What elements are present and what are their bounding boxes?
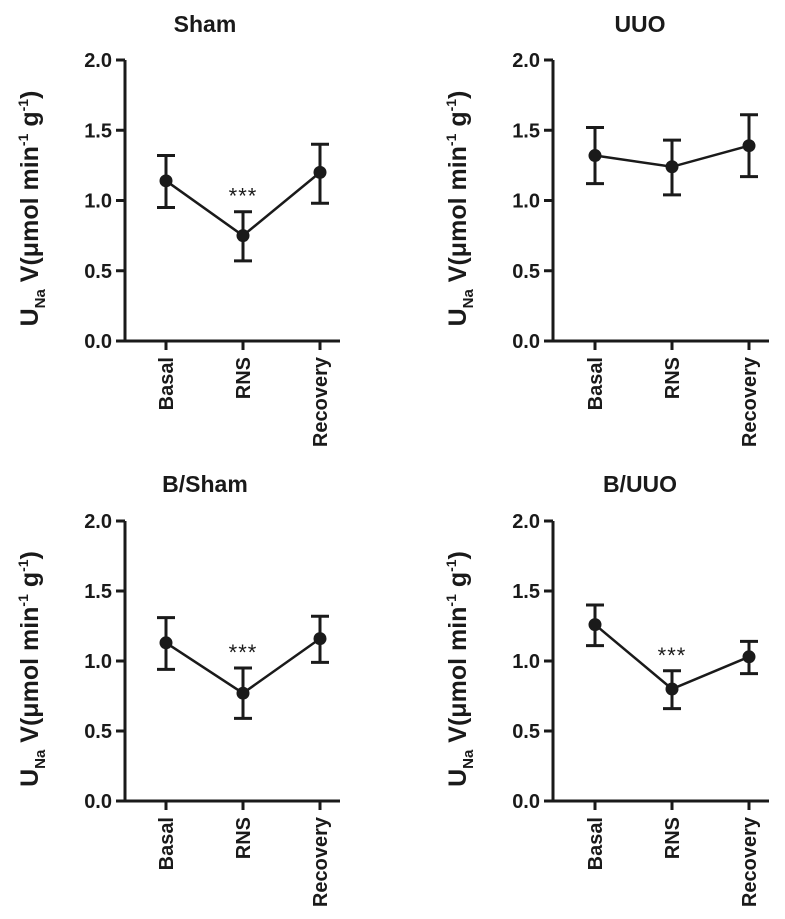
y-axis-label: UNa V(μmol min-1 g-1)	[15, 91, 49, 327]
y-axis-label-mu: μ	[16, 702, 44, 717]
y-axis-label-sub: Na	[32, 289, 49, 309]
significance-label: ***	[229, 640, 258, 665]
y-tick-label: 0.0	[512, 331, 540, 353]
y-tick-label: 1.0	[84, 651, 112, 673]
x-tick-label: Recovery	[310, 356, 332, 447]
y-axis-label-v: V(	[444, 257, 472, 290]
y-tick-label: 1.0	[512, 191, 540, 213]
y-tick-label: 0.0	[84, 331, 112, 353]
y-tick-label: 0.5	[84, 721, 112, 743]
data-point	[742, 139, 756, 153]
y-axis-label-sup1: -1	[443, 133, 459, 146]
data-point	[742, 650, 756, 664]
data-point	[588, 618, 602, 632]
y-axis-label-mol: mol min	[16, 146, 44, 242]
y-axis-label-close: )	[16, 91, 44, 99]
y-axis-label-mu: μ	[444, 702, 472, 717]
y-axis-label-mol: mol min	[444, 146, 472, 242]
x-tick-label: RNS	[233, 357, 255, 399]
y-tick-label: 1.5	[512, 581, 540, 603]
x-tick-label: Recovery	[739, 816, 761, 907]
y-axis-label-g: g	[444, 111, 472, 133]
y-axis-label-sup2: -1	[15, 559, 31, 572]
data-point	[665, 682, 679, 696]
y-axis-label-mol: mol min	[16, 607, 44, 703]
y-tick-label: 0.5	[512, 721, 540, 743]
y-tick-label: 2.0	[512, 511, 540, 533]
y-axis-label-main: U	[16, 769, 44, 787]
y-axis-label-v: V(	[16, 257, 44, 290]
y-tick-label: 1.0	[84, 191, 112, 213]
y-tick-label: 0.0	[84, 791, 112, 813]
x-tick-label: Basal	[156, 357, 178, 410]
x-tick-label: RNS	[233, 817, 255, 859]
y-axis-label-sup2: -1	[443, 99, 459, 112]
y-axis-label: UNa V(μmol min-1 g-1)	[443, 91, 477, 327]
y-tick-label: 1.5	[84, 581, 112, 603]
y-axis-label-close: )	[16, 551, 44, 559]
y-axis-label-g: g	[16, 111, 44, 133]
y-axis-label-v: V(	[16, 717, 44, 750]
chart-title: B/Sham	[162, 471, 248, 497]
y-axis-label-mu: μ	[444, 242, 472, 257]
y-axis-label: UNa V(μmol min-1 g-1)	[443, 551, 477, 787]
y-axis-label-sub: Na	[32, 749, 49, 769]
y-tick-label: 0.5	[84, 261, 112, 283]
y-axis-label-sup2: -1	[15, 99, 31, 112]
y-tick-label: 0.5	[512, 261, 540, 283]
y-tick-label: 1.5	[84, 120, 112, 142]
y-axis-label-main: U	[16, 308, 44, 326]
y-tick-label: 1.0	[512, 651, 540, 673]
y-axis-label-sup1: -1	[443, 594, 459, 607]
y-axis-label-g: g	[444, 572, 472, 594]
y-axis-label-mu: μ	[16, 242, 44, 257]
y-axis-label-main: U	[444, 769, 472, 787]
y-axis-label-sup1: -1	[15, 594, 31, 607]
chart-panel-0: Sham 0.0 0.5 1.0 1.5 2.0 Basal RNS Recovery UNa V…	[15, 11, 340, 447]
x-tick-label: Recovery	[310, 816, 332, 907]
y-axis-label-sub: Na	[460, 289, 477, 309]
y-axis-label-main: U	[444, 308, 472, 326]
chart-title: Sham	[174, 11, 237, 37]
chart-panel-2: B/Sham 0.0 0.5 1.0 1.5 2.0 Basal RNS Recovery UNa…	[15, 471, 340, 907]
chart-panel-3: B/UUO 0.0 0.5 1.0 1.5 2.0 Basal RNS Recovery UNa …	[443, 471, 769, 907]
x-tick-label: Basal	[585, 817, 607, 870]
data-point	[236, 229, 250, 243]
y-axis-label-mol: mol min	[444, 607, 472, 703]
y-axis-label-sup1: -1	[15, 133, 31, 146]
data-point	[665, 160, 679, 174]
y-axis-label-sup2: -1	[443, 559, 459, 572]
y-axis-label-v: V(	[444, 717, 472, 750]
data-point	[313, 632, 327, 646]
x-tick-label: RNS	[662, 357, 684, 399]
significance-label: ***	[229, 184, 258, 209]
y-tick-label: 2.0	[512, 50, 540, 72]
y-tick-label: 0.0	[512, 791, 540, 813]
data-point	[159, 174, 173, 188]
chart-title: B/UUO	[603, 471, 677, 497]
y-tick-label: 2.0	[84, 511, 112, 533]
data-point	[236, 686, 250, 700]
y-axis-label: UNa V(μmol min-1 g-1)	[15, 551, 49, 787]
chart-panel-1: UUO 0.0 0.5 1.0 1.5 2.0 Basal RNS Recovery UNa V(…	[443, 11, 769, 447]
y-tick-label: 2.0	[84, 50, 112, 72]
x-tick-label: Basal	[156, 817, 178, 870]
y-axis-label-g: g	[16, 572, 44, 594]
data-point	[588, 149, 602, 163]
y-axis-label-close: )	[444, 91, 472, 99]
chart-title: UUO	[614, 11, 665, 37]
y-tick-label: 1.5	[512, 120, 540, 142]
x-tick-label: RNS	[662, 817, 684, 859]
data-point	[159, 636, 173, 650]
significance-label: ***	[658, 643, 687, 668]
data-point	[313, 165, 327, 179]
y-axis-label-sub: Na	[460, 749, 477, 769]
x-tick-label: Basal	[585, 357, 607, 410]
x-tick-label: Recovery	[739, 356, 761, 447]
y-axis-label-close: )	[444, 551, 472, 559]
